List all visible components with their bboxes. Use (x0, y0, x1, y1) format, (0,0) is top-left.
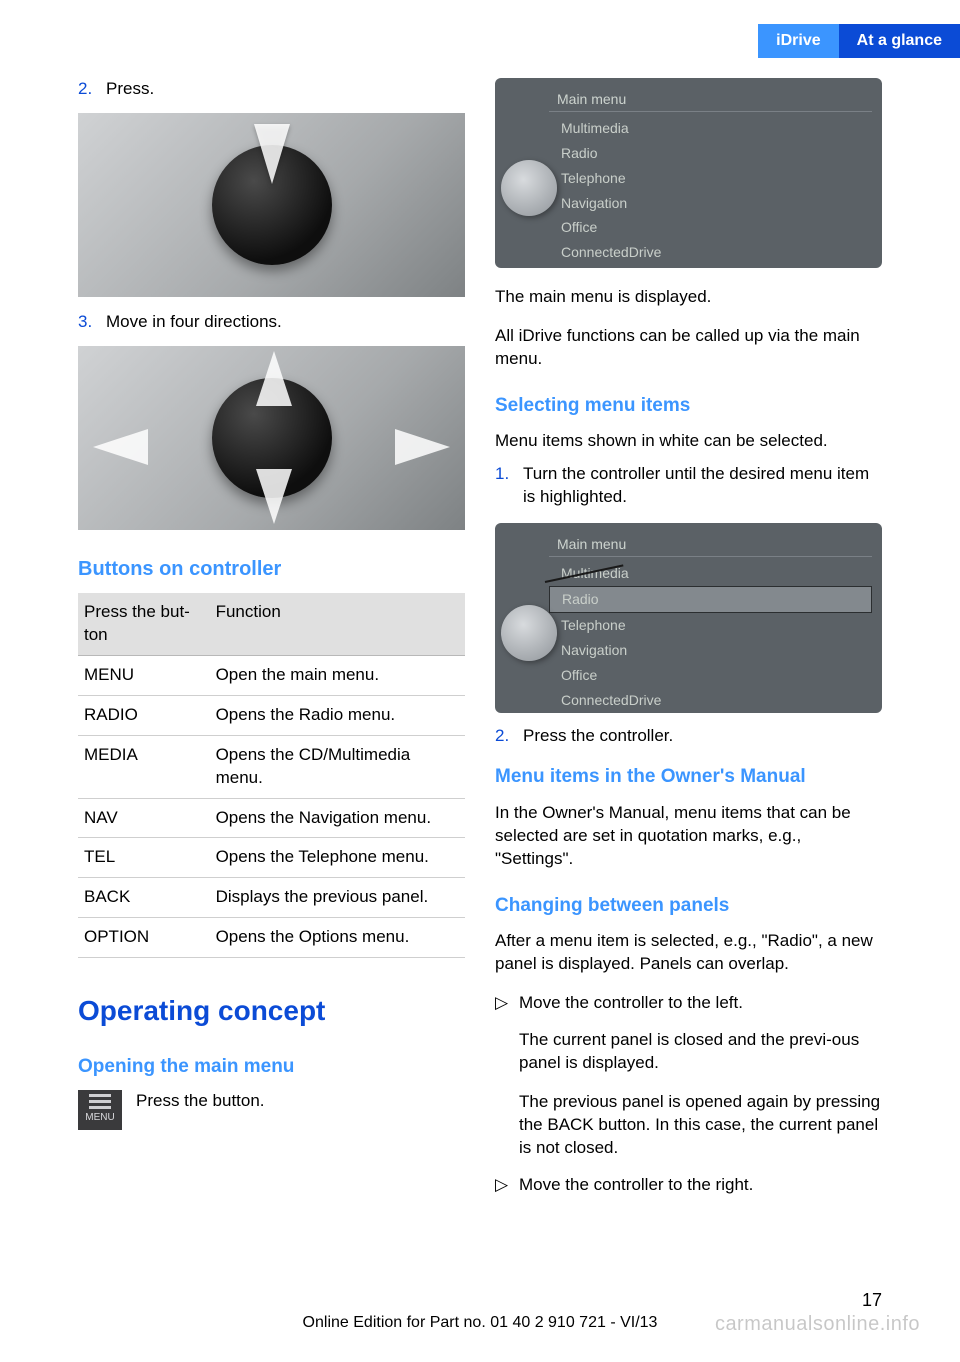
heading-opening-main-menu: Opening the main menu (78, 1054, 465, 1080)
bullet-item: ▷ Move the controller to the left. (495, 992, 882, 1015)
figure-main-menu-2: Main menu Multimedia Radio Telephone Nav… (495, 523, 882, 713)
hamburger-icon (89, 1094, 111, 1109)
content-columns: 2. Press. 3. Move in four directions. Bu… (78, 78, 882, 1203)
table-row: NAVOpens the Navigation menu. (78, 798, 465, 838)
arrow-left-icon (93, 429, 148, 465)
bullet-body: Move the controller to the left. (519, 992, 882, 1015)
paragraph: The current panel is closed and the prev… (519, 1029, 882, 1075)
table-cell: TEL (78, 838, 210, 878)
left-column: 2. Press. 3. Move in four directions. Bu… (78, 78, 465, 1203)
page-number: 17 (862, 1288, 882, 1312)
right-column: Main menu Multimedia Radio Telephone Nav… (495, 78, 882, 1203)
heading-selecting-menu-items: Selecting menu items (495, 393, 882, 419)
table-cell: MENU (78, 655, 210, 695)
list-item: Navigation (549, 191, 872, 216)
arrow-right-icon (395, 429, 450, 465)
table-row: MENUOpen the main menu. (78, 655, 465, 695)
step-2: 2. Press. (78, 78, 465, 101)
figure-press-knob (78, 113, 465, 297)
table-cell: Open the main menu. (210, 655, 465, 695)
step-text: Press. (106, 78, 465, 101)
paragraph: Menu items shown in white can be selecte… (495, 430, 882, 453)
heading-changing-panels: Changing between panels (495, 893, 882, 919)
step-number: 2. (78, 78, 106, 101)
table-cell: NAV (78, 798, 210, 838)
pointer-line-icon (545, 581, 655, 595)
list-item: Telephone (549, 166, 872, 191)
menu-button-icon: MENU (78, 1090, 122, 1130)
arrow-up-icon (256, 351, 292, 406)
screen-title: Main menu (549, 88, 872, 112)
arrow-down-icon (254, 124, 290, 184)
buttons-table: Press the but‐ ton Function MENUOpen the… (78, 593, 465, 958)
list-item: Office (549, 663, 872, 688)
paragraph: After a menu item is selected, e.g., "Ra… (495, 930, 882, 976)
paragraph: In the Owner's Manual, menu items that c… (495, 802, 882, 871)
heading-operating-concept: Operating concept (78, 992, 465, 1030)
heading-owners-manual: Menu items in the Owner's Manual (495, 764, 882, 790)
menu-button-row: MENU Press the button. (78, 1090, 465, 1130)
header-tabs: iDrive At a glance (758, 24, 960, 58)
list-item: Telephone (549, 613, 872, 638)
table-header-cell: Press the but‐ ton (78, 593, 210, 655)
table-body: MENUOpen the main menu. RADIOOpens the R… (78, 655, 465, 958)
tab-idrive: iDrive (758, 24, 838, 58)
selecting-step-2: 2. Press the controller. (495, 725, 882, 748)
table-cell: Opens the Navigation menu. (210, 798, 465, 838)
table-cell: Opens the Telephone menu. (210, 838, 465, 878)
table-cell: Displays the previous panel. (210, 878, 465, 918)
paragraph: All iDrive functions can be called up vi… (495, 325, 882, 371)
table-row: OPTIONOpens the Options menu. (78, 918, 465, 958)
triangle-icon: ▷ (495, 992, 519, 1015)
list-item: Office (549, 215, 872, 240)
step-number: 2. (495, 725, 523, 748)
table-row: RADIOOpens the Radio menu. (78, 695, 465, 735)
step-text: Move in four directions. (106, 311, 465, 334)
list-item: Navigation (549, 638, 872, 663)
heading-buttons-on-controller: Buttons on controller (78, 556, 465, 583)
bullet-body: Move the controller to the right. (519, 1174, 882, 1197)
step-text: Press the controller. (523, 725, 882, 748)
list-item: Vehicle Info (549, 713, 872, 714)
arrow-down-icon (256, 469, 292, 524)
table-cell: RADIO (78, 695, 210, 735)
menu-icon-label: MENU (85, 1111, 114, 1125)
table-row: BACKDisplays the previous panel. (78, 878, 465, 918)
step-3: 3. Move in four directions. (78, 311, 465, 334)
tab-at-a-glance: At a glance (839, 24, 960, 58)
figure-main-menu-1: Main menu Multimedia Radio Telephone Nav… (495, 78, 882, 268)
table-cell: Opens the Options menu. (210, 918, 465, 958)
bullet-lead: Move the controller to the right. (519, 1174, 882, 1197)
footer-edition-line: Online Edition for Part no. 01 40 2 910 … (0, 1312, 960, 1334)
bullet-item: ▷ Move the controller to the right. (495, 1174, 882, 1197)
table-header-row: Press the but‐ ton Function (78, 593, 465, 655)
bullet-lead: Move the controller to the left. (519, 992, 882, 1015)
table-cell: MEDIA (78, 735, 210, 798)
list-item: Multimedia (549, 116, 872, 141)
table-row: MEDIAOpens the CD/Multimedia menu. (78, 735, 465, 798)
table-cell: BACK (78, 878, 210, 918)
table-header-cell: Function (210, 593, 465, 655)
table-row: TELOpens the Telephone menu. (78, 838, 465, 878)
step-number: 3. (78, 311, 106, 334)
list-item: ConnectedDrive (549, 688, 872, 713)
table-cell: OPTION (78, 918, 210, 958)
step-number: 1. (495, 463, 523, 509)
table-cell: Opens the CD/Multimedia menu. (210, 735, 465, 798)
list-item: Radio (549, 141, 872, 166)
screen-menu-list: Multimedia Radio Telephone Navigation Of… (549, 116, 872, 268)
dial-icon (501, 160, 557, 216)
dial-icon (501, 605, 557, 661)
press-button-text: Press the button. (136, 1090, 265, 1113)
paragraph: The previous panel is opened again by pr… (519, 1091, 882, 1160)
screen-title: Main menu (549, 533, 872, 557)
list-item: Vehicle Info (549, 265, 872, 268)
list-item: ConnectedDrive (549, 240, 872, 265)
paragraph: The main menu is displayed. (495, 286, 882, 309)
figure-move-knob (78, 346, 465, 530)
table-cell: Opens the Radio menu. (210, 695, 465, 735)
step-text: Turn the controller until the desired me… (523, 463, 882, 509)
selecting-step-1: 1. Turn the controller until the desired… (495, 463, 882, 509)
triangle-icon: ▷ (495, 1174, 519, 1197)
